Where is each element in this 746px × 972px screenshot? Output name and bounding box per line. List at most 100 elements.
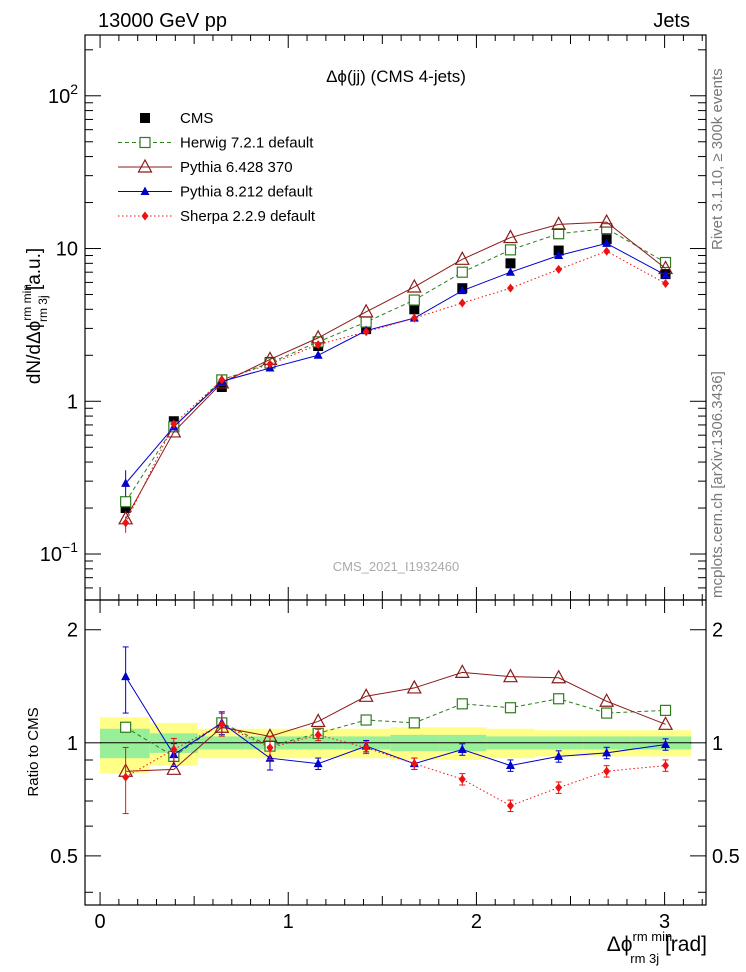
ylabel-sup: rm min: [20, 284, 34, 321]
ratio-marker-pythia-6-428-370: [551, 669, 567, 684]
ratio-marker-sherpa-2-2-9-default: [218, 719, 226, 729]
marker-pythia-6-428-370: [214, 374, 230, 389]
band-inner: [100, 728, 150, 759]
bot-ytick-label: 1: [67, 733, 78, 755]
marker-herwig-7-2-1-default: [120, 496, 132, 508]
ratio-plot-xlabel: Δϕrm min rm 3j [rad]: [607, 929, 707, 966]
ratio-marker-sherpa-2-2-9-default: [314, 730, 322, 740]
ylabel-sub: rm 3j: [36, 295, 50, 322]
legend-marker: [139, 136, 151, 149]
main-plot-ticks: 10−1 1 10 102: [40, 35, 706, 601]
marker-sherpa-2-2-9-default: [170, 419, 178, 429]
xlabel-unit: [rad]: [659, 933, 707, 956]
ratio-marker-sherpa-2-2-9-default: [362, 743, 370, 753]
legend-entry-herwig-7-2-1-default: Herwig 7.2.1 default: [118, 135, 314, 152]
ratio-marker-sherpa-2-2-9-default: [266, 743, 274, 753]
bot-ytick-label-right: 1: [712, 733, 723, 755]
ratio-marker-herwig-7-2-1-default: [659, 704, 672, 716]
marker-sherpa-2-2-9-default: [662, 279, 670, 289]
top-ytick-label: 1: [67, 391, 78, 413]
marker-sherpa-2-2-9-default: [506, 283, 514, 293]
ratio-marker-pythia-8-212-default: [457, 744, 467, 753]
bot-xtick-label: 3: [659, 911, 670, 933]
marker-sherpa-2-2-9-default: [555, 264, 563, 274]
ratio-plot-panel: 0 1 2 3 0.5 0.5 1 1 2 2 Ratio to CMS Δϕrm min rm 3…: [25, 599, 740, 966]
marker-pythia-8-212-default: [554, 250, 564, 260]
ratio-marker-herwig-7-2-1-default: [120, 721, 132, 733]
ratio-marker-sherpa-2-2-9-default: [506, 801, 514, 811]
marker-cms: [409, 304, 420, 315]
marker-pythia-8-212-default: [505, 267, 515, 276]
ratio-marker-herwig-7-2-1-default: [360, 714, 372, 726]
line-pythia-6-428-370: [125, 221, 666, 520]
ratio-uncertainty-bands: [100, 717, 692, 774]
marker-sherpa-2-2-9-default: [410, 313, 418, 323]
ratio-marker-herwig-7-2-1-default: [601, 707, 613, 719]
main-plot-title: Δϕ(jj) (CMS 4-jets): [326, 67, 466, 86]
ratio-marker-sherpa-2-2-9-default: [555, 783, 563, 793]
ratio-marker-pythia-6-428-370: [166, 761, 182, 775]
watermark: CMS_2021_I1932460: [333, 559, 460, 574]
ratio-marker-sherpa-2-2-9-default: [458, 774, 466, 784]
series-sherpa-2-2-9-default: [122, 246, 670, 533]
legend-label: Pythia 6.428 370: [180, 159, 293, 176]
ratio-marker-sherpa-2-2-9-default: [410, 759, 418, 769]
ratio-marker-pythia-8-212-default: [313, 758, 323, 768]
marker-sherpa-2-2-9-default: [458, 298, 466, 308]
top-ytick-label: 102: [48, 81, 78, 108]
marker-pythia-6-428-370: [454, 251, 470, 265]
header-energy: 13000 GeV pp: [98, 10, 227, 32]
legend-entry-pythia-8-212-default: Pythia 8.212 default: [118, 184, 313, 201]
ratio-series-sherpa-2-2-9-default: [122, 712, 670, 815]
header-category: Jets: [653, 10, 690, 32]
xlabel-sup: rm min: [633, 929, 673, 944]
top-ytick-label: 10−1: [40, 539, 78, 566]
main-plot-ylabel: dN/dΔϕrm min rm 3j [a.u.]: [20, 248, 50, 384]
xlabel-main: Δϕ: [607, 933, 633, 956]
legend-marker: [137, 158, 153, 173]
legend-label: Sherpa 2.2.9 default: [180, 208, 316, 225]
ratio-line-pythia-6-428-370: [125, 671, 666, 772]
ratio-marker-pythia-8-212-default: [602, 747, 612, 757]
legend-entry-sherpa-2-2-9-default: Sherpa 2.2.9 default: [118, 208, 316, 225]
legend-marker: [140, 186, 150, 195]
ratio-marker-sherpa-2-2-9-default: [662, 761, 670, 771]
marker-pythia-6-428-370: [502, 229, 518, 244]
legend-entry-pythia-6-428-370: Pythia 6.428 370: [118, 158, 293, 176]
ratio-marker-pythia-6-428-370: [658, 716, 674, 730]
ylabel-unit: [a.u.]: [24, 248, 45, 296]
marker-sherpa-2-2-9-default: [362, 327, 370, 337]
ratio-plot-series: [118, 646, 674, 815]
marker-pythia-8-212-default: [121, 478, 131, 487]
legend-label: CMS: [180, 110, 213, 127]
bot-ytick-label: 2: [67, 620, 78, 642]
ratio-marker-pythia-8-212-default: [121, 671, 131, 681]
ratio-marker-sherpa-2-2-9-default: [603, 766, 611, 776]
marker-sherpa-2-2-9-default: [603, 246, 611, 256]
side-label-rivet: Rivet 3.1.10, ≥ 300k events: [709, 68, 726, 250]
marker-sherpa-2-2-9-default: [122, 518, 130, 528]
ratio-marker-pythia-8-212-default: [554, 751, 564, 760]
xlabel-sub: rm 3j: [630, 951, 659, 966]
ratio-plot-ticks: 0 1 2 3 0.5 0.5 1 1 2 2: [50, 600, 740, 933]
marker-cms: [216, 382, 227, 393]
ratio-marker-sherpa-2-2-9-default: [122, 772, 130, 782]
ratio-marker-pythia-6-428-370: [310, 713, 326, 728]
marker-herwig-7-2-1-default: [601, 223, 613, 235]
ratio-marker-pythia-6-428-370: [454, 664, 470, 678]
ratio-marker-herwig-7-2-1-default: [408, 717, 420, 729]
ratio-line-sherpa-2-2-9-default: [125, 723, 666, 807]
ratio-marker-pythia-8-212-default: [661, 739, 671, 748]
marker-pythia-6-428-370: [599, 213, 615, 228]
legend-entry-cms: CMS: [140, 110, 213, 127]
marker-pythia-6-428-370: [358, 303, 374, 318]
ratio-marker-herwig-7-2-1-default: [504, 702, 517, 714]
marker-cms: [120, 503, 131, 514]
marker-herwig-7-2-1-default: [553, 228, 565, 240]
legend-label: Herwig 7.2.1 default: [180, 135, 314, 152]
series-pythia-6-428-370: [118, 213, 674, 525]
bot-ytick-label-right: 2: [712, 620, 723, 642]
main-plot-series: [118, 213, 674, 533]
bot-xtick-label: 2: [471, 911, 482, 933]
